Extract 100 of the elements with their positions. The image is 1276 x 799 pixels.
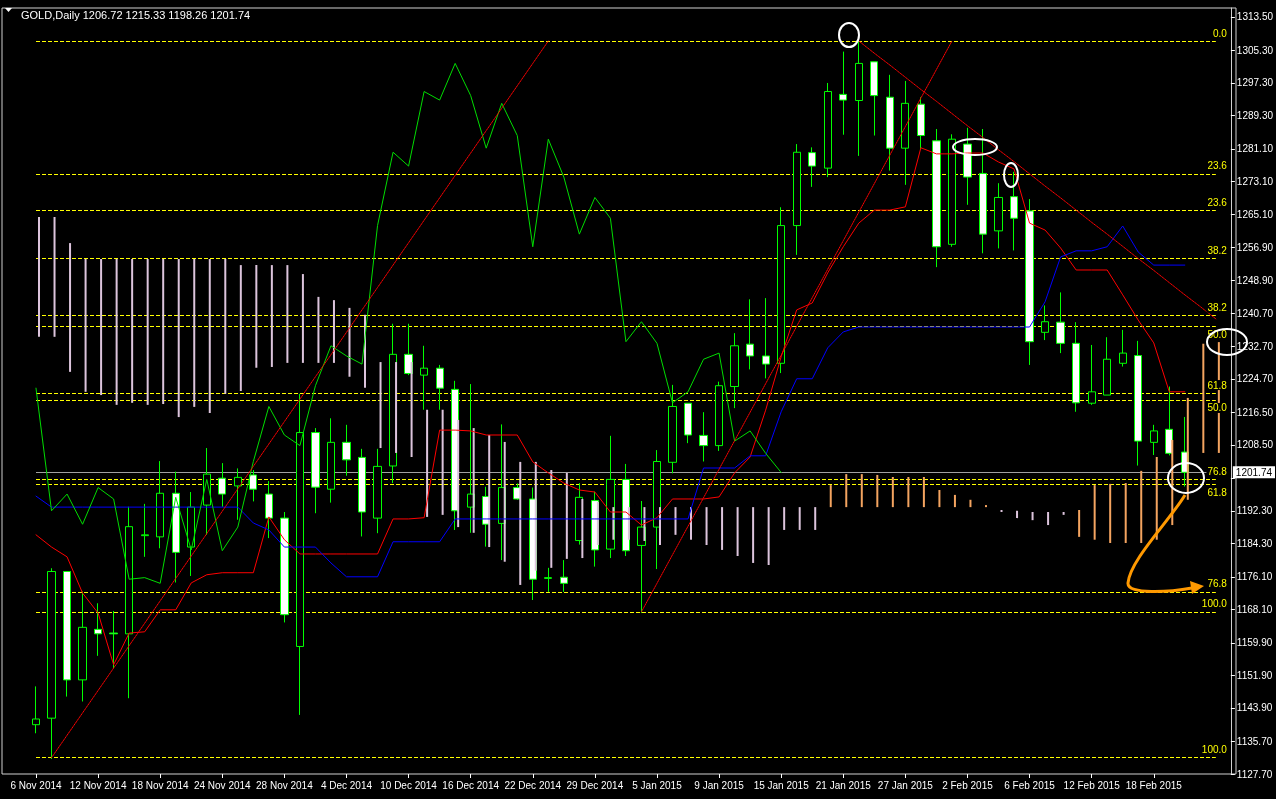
bar (581, 498, 584, 559)
candlestick (63, 571, 71, 698)
candlestick (746, 298, 754, 370)
bar (1202, 343, 1205, 453)
y-tick-label: 1256.90 (1236, 242, 1274, 254)
bar (115, 258, 118, 405)
candlestick (1088, 344, 1096, 406)
y-tick-label: 1297.30 (1236, 77, 1274, 89)
bar (208, 258, 211, 413)
x-tick-label: 18 Feb 2015 (1125, 779, 1183, 791)
candlestick (32, 685, 40, 734)
candlestick (1041, 304, 1049, 341)
x-tick-label: 2 Feb 2015 (942, 779, 994, 791)
bar (1016, 510, 1019, 519)
candlestick (373, 448, 382, 534)
bar (69, 243, 72, 372)
line-series (35, 62, 782, 584)
bar (783, 507, 786, 530)
candlestick (1150, 424, 1158, 456)
bar (503, 441, 506, 562)
y-tick-label: 1313.50 (1236, 11, 1274, 23)
candlestick (358, 448, 366, 537)
chart-title: GOLD,Daily 1206.72 1215.33 1198.26 1201.74 (21, 8, 251, 21)
x-tick-label: 29 Dec 2014 (566, 779, 624, 791)
bar (426, 409, 429, 517)
bar (239, 265, 242, 391)
candlestick (94, 602, 102, 657)
bar (876, 474, 879, 508)
bar (224, 258, 227, 394)
x-tick-label: 6 Feb 2015 (1004, 779, 1056, 791)
y-tick-label: 1168.10 (1236, 603, 1273, 615)
candlestick (1134, 340, 1142, 467)
bar (1000, 509, 1003, 513)
bar (798, 507, 801, 530)
candlestick (668, 384, 677, 474)
bar (1031, 512, 1034, 521)
bar (395, 362, 398, 453)
x-tick-label: 6 Nov 2014 (10, 779, 63, 791)
candlestick (808, 146, 816, 188)
candlestick (979, 128, 987, 254)
bar (131, 258, 134, 403)
annotation: 76.8 (1207, 465, 1228, 477)
bar (332, 300, 335, 363)
bar (767, 507, 770, 565)
candlestick (994, 182, 1003, 249)
y-tick-label: 1192.30 (1236, 505, 1273, 517)
y-tick-label: 1273.10 (1236, 176, 1274, 188)
candlestick (125, 506, 133, 699)
y-tick-label: 1281.10 (1236, 143, 1274, 155)
bar (193, 258, 196, 407)
bar (534, 461, 537, 571)
y-tick-label: 1240.70 (1236, 308, 1274, 320)
bar (596, 501, 599, 546)
candlestick (886, 74, 894, 172)
bar (301, 274, 304, 363)
candlestick (436, 364, 444, 411)
x-tick-label: 12 Feb 2015 (1063, 779, 1121, 791)
line-series (35, 225, 1186, 578)
y-tick-label: 1265.10 (1236, 208, 1274, 220)
bar (53, 217, 56, 337)
candlestick (1072, 321, 1080, 413)
candlestick (1119, 329, 1127, 368)
bar (1186, 397, 1189, 500)
bar (146, 258, 149, 405)
annotation: 0.0 (1212, 27, 1228, 39)
x-tick-label: 15 Jan 2015 (753, 779, 810, 791)
bar (1062, 512, 1065, 515)
bar (457, 419, 460, 528)
candlestick (420, 345, 428, 411)
candlestick (839, 51, 847, 136)
annotation: 23.6 (1207, 196, 1228, 208)
candlestick (870, 61, 878, 137)
candlestick (47, 567, 56, 760)
bar (938, 490, 941, 508)
candlestick (560, 559, 568, 593)
candlestick (699, 411, 708, 462)
candlestick (234, 467, 242, 521)
bar (317, 296, 320, 363)
annotation: 76.8 (1207, 578, 1228, 590)
candlestick (342, 424, 351, 477)
x-tick-label: 9 Jan 2015 (694, 779, 745, 791)
bar (472, 428, 475, 533)
candlestick (311, 427, 320, 514)
bar (1124, 483, 1127, 543)
candlestick (932, 128, 941, 268)
annotation: 61.8 (1207, 486, 1228, 498)
x-tick-label: 24 Nov 2014 (193, 779, 252, 791)
candlestick (280, 511, 289, 623)
bar (891, 476, 894, 508)
y-tick-label: 1143.90 (1236, 702, 1273, 714)
bar (565, 472, 568, 559)
bar (705, 507, 708, 546)
bar (829, 485, 832, 508)
candlestick (1056, 291, 1065, 354)
bar (969, 499, 972, 508)
x-tick-label: 12 Nov 2014 (69, 779, 127, 791)
annotation: 50.0 (1207, 402, 1228, 414)
candlestick (1010, 171, 1018, 251)
bar (1047, 512, 1050, 526)
candlestick (855, 40, 863, 157)
